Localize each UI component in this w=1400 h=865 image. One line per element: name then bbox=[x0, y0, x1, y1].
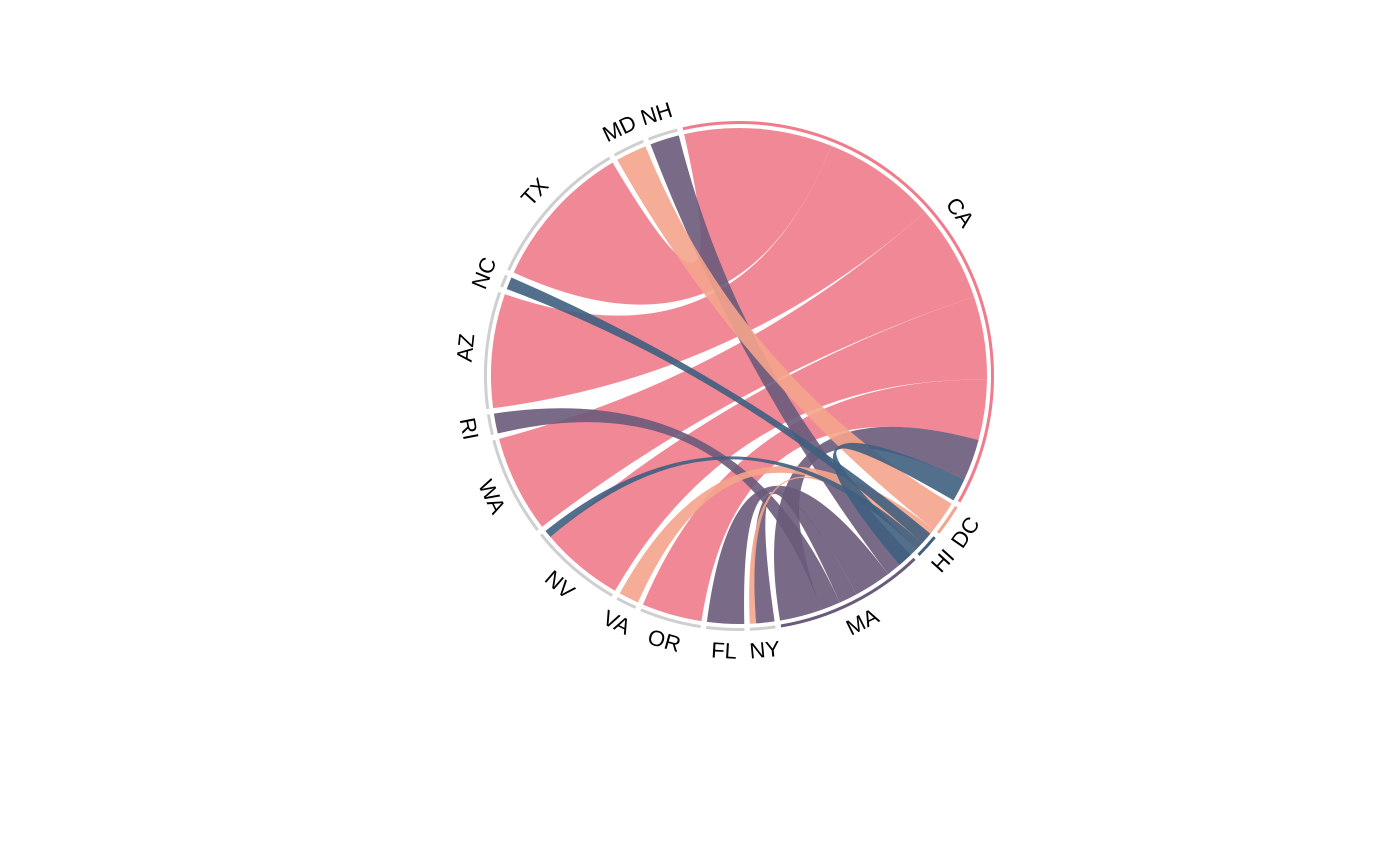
sector-label-nc: NC bbox=[466, 254, 501, 293]
sector-track-fl bbox=[705, 625, 745, 631]
sector-label-dc: DC bbox=[946, 512, 985, 552]
sector-label-or: OR bbox=[645, 624, 684, 657]
sector-track-az bbox=[484, 291, 502, 410]
chord-ribbon-dc-md bbox=[617, 146, 952, 530]
sector-label-hi: HI bbox=[926, 544, 959, 577]
sector-track-dc bbox=[936, 505, 958, 534]
sector-track-md bbox=[613, 139, 644, 157]
sector-track-nv bbox=[539, 533, 613, 597]
sector-label-ny: NY bbox=[748, 636, 781, 664]
sector-track-nh bbox=[647, 128, 678, 141]
sector-track-nc bbox=[500, 274, 508, 288]
sector-tracks bbox=[484, 121, 995, 631]
sector-track-va bbox=[616, 596, 637, 609]
sector-label-nh: NH bbox=[637, 97, 675, 130]
sector-track-or bbox=[640, 608, 701, 629]
sector-label-ca: CA bbox=[941, 193, 979, 233]
sector-track-wa bbox=[492, 439, 539, 531]
chord-ribbon-ca-or bbox=[642, 379, 987, 622]
chord-ribbon-ca-tx bbox=[513, 127, 832, 305]
chord-ribbon-ca-az bbox=[491, 145, 926, 409]
chord-ribbon-dc-va bbox=[619, 465, 934, 603]
chord-ribbon-hi-nv bbox=[545, 456, 923, 549]
chord-ribbon-hi-nc bbox=[506, 277, 931, 544]
chord-ribbon-ma-ca bbox=[774, 426, 979, 621]
sector-label-ma: MA bbox=[842, 603, 883, 640]
sector-label-tx: TX bbox=[516, 173, 554, 211]
sector-label-az: AZ bbox=[452, 332, 480, 363]
chord-ribbon-ma-ri bbox=[493, 408, 840, 611]
sector-label-nv: NV bbox=[540, 565, 580, 604]
sector-label-wa: WA bbox=[473, 476, 511, 518]
chord-ribbon-ca-nv bbox=[550, 296, 987, 591]
chord-ribbon-ma-fl bbox=[706, 485, 889, 624]
sector-track-hi bbox=[917, 536, 936, 557]
sector-label-md: MD bbox=[599, 110, 641, 147]
sector-track-ri bbox=[486, 414, 494, 436]
sector-track-ny bbox=[749, 625, 776, 631]
chord-ribbon-ca-wa bbox=[499, 212, 974, 527]
sector-label-fl: FL bbox=[711, 637, 738, 663]
chord-ribbon-hi-ca bbox=[832, 442, 965, 565]
sector-label-va: VA bbox=[599, 605, 635, 640]
chord-ribbons bbox=[491, 127, 987, 624]
sector-label-ri: RI bbox=[455, 416, 484, 442]
